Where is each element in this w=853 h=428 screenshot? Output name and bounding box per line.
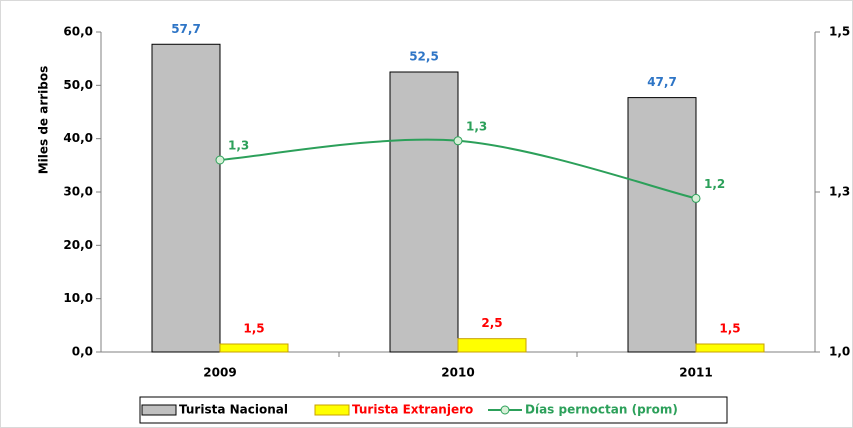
x-tick-label: 2011: [679, 366, 712, 380]
bar: [219, 343, 289, 353]
bar: [389, 71, 459, 353]
bar: [695, 343, 765, 353]
bar-label: 57,7: [171, 22, 201, 36]
y2-tick-label: 1,3: [829, 185, 850, 199]
legend: [139, 396, 728, 424]
y-tick-label: 60,0: [63, 25, 93, 39]
bar: [627, 97, 697, 353]
y-tick-label: 20,0: [63, 238, 93, 252]
legend-swatch-point: [500, 405, 510, 415]
y-tick-label: 30,0: [63, 185, 93, 199]
legend-swatch: [141, 404, 177, 416]
bar: [457, 338, 527, 353]
y-axis-title: Miles de arribos: [37, 66, 51, 175]
y-tick-label: 0,0: [72, 345, 93, 359]
bar: [151, 43, 221, 353]
legend-label: Días pernoctan (prom): [525, 403, 678, 417]
y2-tick-label: 1,0: [829, 345, 850, 359]
line-label: 1,2: [704, 177, 725, 191]
line-point: [453, 136, 463, 146]
bar-label: 1,5: [719, 322, 740, 336]
legend-swatch: [314, 404, 350, 416]
bar-label: 47,7: [647, 75, 677, 89]
line-point: [691, 193, 701, 203]
bar-label: 1,5: [243, 322, 264, 336]
bar-label: 52,5: [409, 50, 439, 64]
bar-label: 2,5: [481, 316, 502, 330]
x-tick-label: 2010: [441, 366, 474, 380]
x-tick-label: 2009: [203, 366, 236, 380]
legend-label: Turista Extranjero: [352, 403, 473, 417]
line-label: 1,3: [466, 119, 487, 133]
y-tick-label: 40,0: [63, 131, 93, 145]
y-tick-label: 10,0: [63, 291, 93, 305]
line-label: 1,3: [228, 139, 249, 153]
line-point: [215, 155, 225, 165]
y-tick-label: 50,0: [63, 78, 93, 92]
y2-tick-label: 1,5: [829, 25, 850, 39]
legend-label: Turista Nacional: [179, 403, 288, 417]
